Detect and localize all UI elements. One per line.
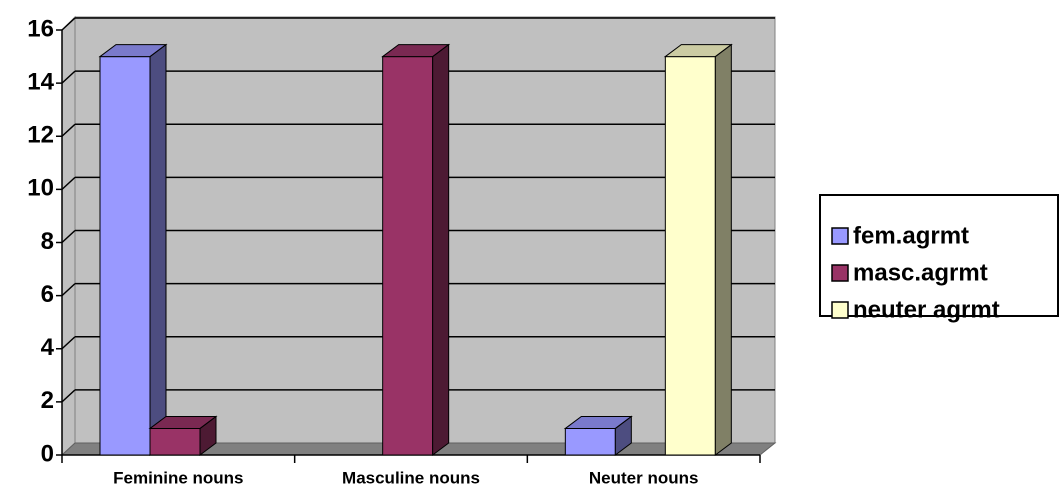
y-tick-label: 6	[41, 281, 54, 308]
grid-line-side	[61, 336, 76, 350]
x-tick-label: Masculine nouns	[342, 468, 480, 487]
legend-swatch	[831, 301, 849, 319]
grid-line-side	[61, 17, 76, 31]
bar-face	[149, 43, 167, 456]
bar-face	[98, 44, 168, 58]
legend-label: fem.agrmt	[853, 222, 969, 249]
x-tick-label: Neuter nouns	[589, 468, 699, 487]
bar-face	[564, 427, 616, 456]
y-tick-label: 2	[41, 387, 54, 414]
bar-face	[663, 44, 733, 58]
grid-line-side	[61, 70, 76, 84]
bar-face	[714, 43, 732, 456]
y-tick-label: 8	[41, 228, 54, 255]
legend-label: masc.agrmt	[853, 259, 988, 286]
grid-line-side	[61, 176, 76, 190]
legend-swatch	[831, 264, 849, 282]
y-tick-label: 10	[27, 175, 54, 202]
bar	[98, 43, 168, 456]
bar	[148, 415, 218, 456]
bar-face	[148, 415, 218, 429]
x-tick-label: Feminine nouns	[113, 468, 243, 487]
y-tick-label: 0	[41, 440, 54, 467]
bar-face	[563, 415, 633, 429]
bar-face	[664, 56, 716, 456]
bar-face	[99, 56, 151, 456]
legend-swatch	[831, 227, 849, 245]
grid-line-side	[61, 123, 76, 137]
y-tick-label: 14	[27, 68, 54, 95]
grid-line-side	[61, 229, 76, 244]
legend-label: neuter agrmt	[853, 296, 1000, 323]
bar-face	[432, 43, 450, 456]
bar-face	[381, 44, 451, 58]
bar-face	[149, 427, 201, 456]
bar	[663, 43, 733, 456]
bar	[381, 43, 451, 456]
grid-line-side	[61, 389, 76, 403]
legend	[819, 194, 1059, 317]
bar	[563, 415, 633, 456]
y-tick-label: 12	[27, 122, 54, 149]
grid-line-side	[61, 283, 76, 297]
y-tick-label: 16	[27, 15, 54, 42]
bar-face	[382, 56, 434, 456]
y-tick-label: 4	[41, 334, 55, 361]
